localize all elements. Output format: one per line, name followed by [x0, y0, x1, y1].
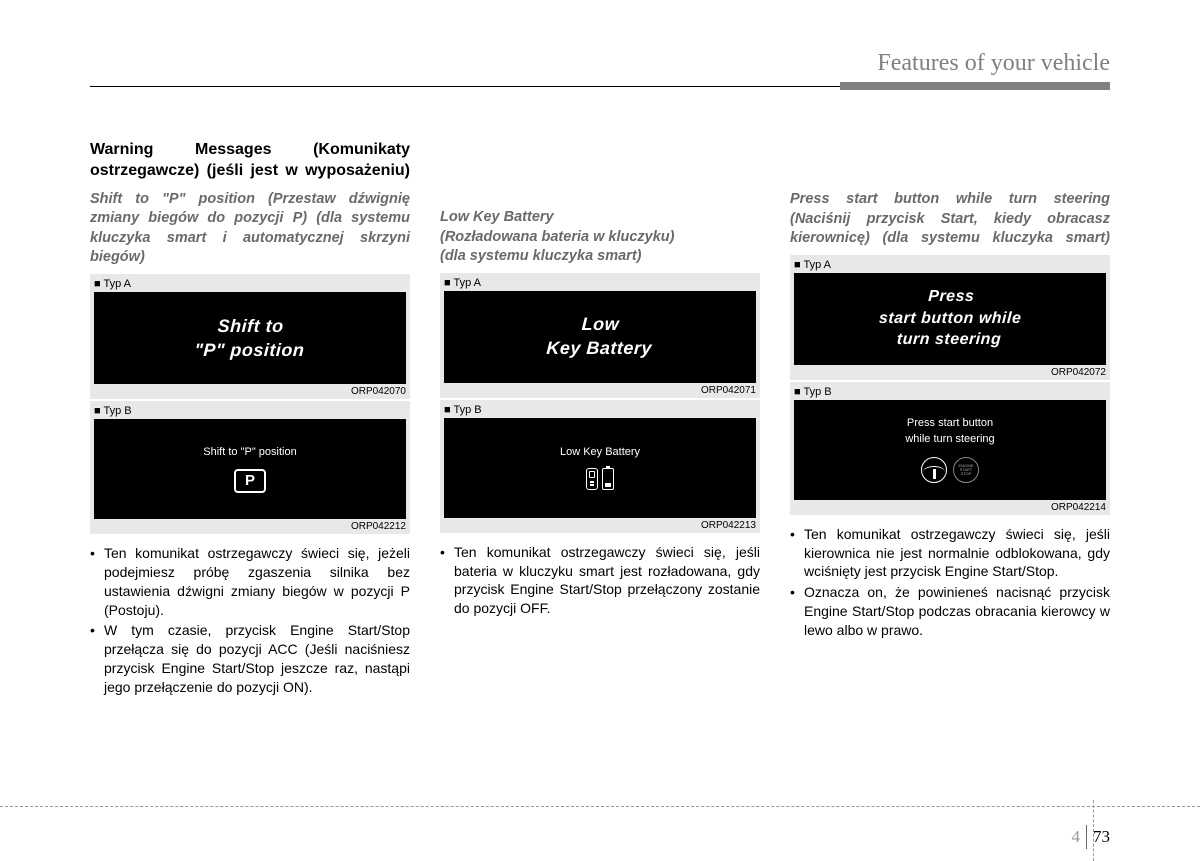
- lcd-line: "P" position: [194, 338, 305, 362]
- figure-code: ORP042212: [94, 521, 406, 532]
- lcd-text-small: Shift to "P" position: [203, 445, 296, 460]
- steering-icons: ENGINE START STOP: [921, 457, 979, 483]
- figure-code: ORP042071: [444, 385, 756, 396]
- typ-b-label: ■ Typ B: [444, 404, 756, 416]
- key-fob-icon: [586, 468, 598, 490]
- bullet-item: Ten komunikat ostrzegawczy świeci się, j…: [90, 544, 410, 620]
- crop-mark-horizontal: [0, 806, 1200, 807]
- lcd-screen-b: Press start button while turn steering E…: [794, 400, 1106, 500]
- park-icon: P: [234, 469, 266, 493]
- typ-a-label: ■ Typ A: [444, 277, 756, 289]
- typ-b-label: ■ Typ B: [94, 405, 406, 417]
- lcd-screen-a: Shift to "P" position: [94, 292, 406, 384]
- lcd-text-small: Press start button while turn steering: [905, 416, 994, 447]
- display-a-container: ■ Typ A Low Key Battery ORP042071: [440, 273, 760, 398]
- section-heading: Warning Messages (Komunikaty ostrzegawcz…: [90, 140, 410, 182]
- section-number: 4: [1072, 827, 1081, 847]
- lcd-line: Press start button: [905, 416, 994, 431]
- column-3: Press start button while turn steering (…: [790, 140, 1110, 699]
- bullet-item: Oznacza on, że powinieneś nacisnąć przyc…: [790, 583, 1110, 640]
- spacer: [790, 140, 1110, 190]
- lcd-line: Key Battery: [546, 337, 653, 361]
- typ-b-label: ■ Typ B: [794, 386, 1106, 398]
- lcd-line: Shift to: [195, 314, 306, 338]
- display-b-container: ■ Typ B Press start button while turn st…: [790, 382, 1110, 515]
- lcd-screen-a: Press start button while turn steering: [794, 273, 1106, 365]
- key-battery-icons: [586, 468, 614, 490]
- bullet-item: W tym czasie, przycisk Engine Start/Stop…: [90, 621, 410, 697]
- bullet-list: Ten komunikat ostrzegawczy świeci się, j…: [440, 543, 760, 619]
- lcd-line: Low: [547, 312, 654, 336]
- lcd-screen-b: Shift to "P" position P: [94, 419, 406, 519]
- column-1: Warning Messages (Komunikaty ostrzegawcz…: [90, 140, 410, 699]
- page-number-value: 73: [1093, 827, 1110, 847]
- header-accent-bar: [840, 82, 1110, 90]
- lcd-text: Low Key Battery: [546, 312, 654, 361]
- figure-code: ORP042072: [794, 367, 1106, 378]
- lcd-text: Press start button while turn steering: [877, 286, 1023, 351]
- content-columns: Warning Messages (Komunikaty ostrzegawcz…: [90, 140, 1110, 699]
- display-b-container: ■ Typ B Low Key Battery ORP042213: [440, 400, 760, 533]
- steering-wheel-icon: [921, 457, 947, 483]
- engine-start-icon: ENGINE START STOP: [953, 457, 979, 483]
- sub-heading-low-key: Low Key Battery (Rozładowana bateria w k…: [440, 208, 760, 267]
- lcd-line: Press: [879, 286, 1022, 308]
- figure-code: ORP042214: [794, 502, 1106, 513]
- display-a-container: ■ Typ A Shift to "P" position ORP042070: [90, 274, 410, 399]
- lcd-line: turn steering: [877, 329, 1020, 351]
- battery-icon: [602, 468, 614, 490]
- typ-a-label: ■ Typ A: [94, 278, 406, 290]
- figure-code: ORP042070: [94, 386, 406, 397]
- lcd-text: Shift to "P" position: [194, 314, 307, 363]
- lcd-screen-b: Low Key Battery: [444, 418, 756, 518]
- display-a-container: ■ Typ A Press start button while turn st…: [790, 255, 1110, 380]
- bullet-item: Ten komunikat ostrzegawczy świeci się, j…: [790, 525, 1110, 582]
- figure-code: ORP042213: [444, 520, 756, 531]
- typ-a-label: ■ Typ A: [794, 259, 1106, 271]
- display-b-container: ■ Typ B Shift to "P" position P ORP04221…: [90, 401, 410, 534]
- spacer: [440, 140, 760, 208]
- page-header: Features of your vehicle: [90, 50, 1110, 90]
- bullet-list: Ten komunikat ostrzegawczy świeci się, j…: [90, 544, 410, 697]
- lcd-text-small: Low Key Battery: [560, 445, 640, 460]
- lcd-screen-a: Low Key Battery: [444, 291, 756, 383]
- manual-page: Features of your vehicle Warning Message…: [0, 0, 1200, 861]
- bullet-item: Ten komunikat ostrzegawczy świeci się, j…: [440, 543, 760, 619]
- sub-heading-press-start: Press start button while turn steering (…: [790, 190, 1110, 249]
- page-number-separator: [1086, 825, 1087, 849]
- lcd-line: while turn steering: [905, 432, 994, 447]
- lcd-line: start button while: [878, 308, 1021, 330]
- page-number: 4 73: [1072, 825, 1111, 849]
- sub-heading-shift-p: Shift to "P" position (Przestaw dźwignię…: [90, 190, 410, 268]
- column-2: Low Key Battery (Rozładowana bateria w k…: [440, 140, 760, 699]
- header-title: Features of your vehicle: [877, 50, 1110, 77]
- bullet-list: Ten komunikat ostrzegawczy świeci się, j…: [790, 525, 1110, 640]
